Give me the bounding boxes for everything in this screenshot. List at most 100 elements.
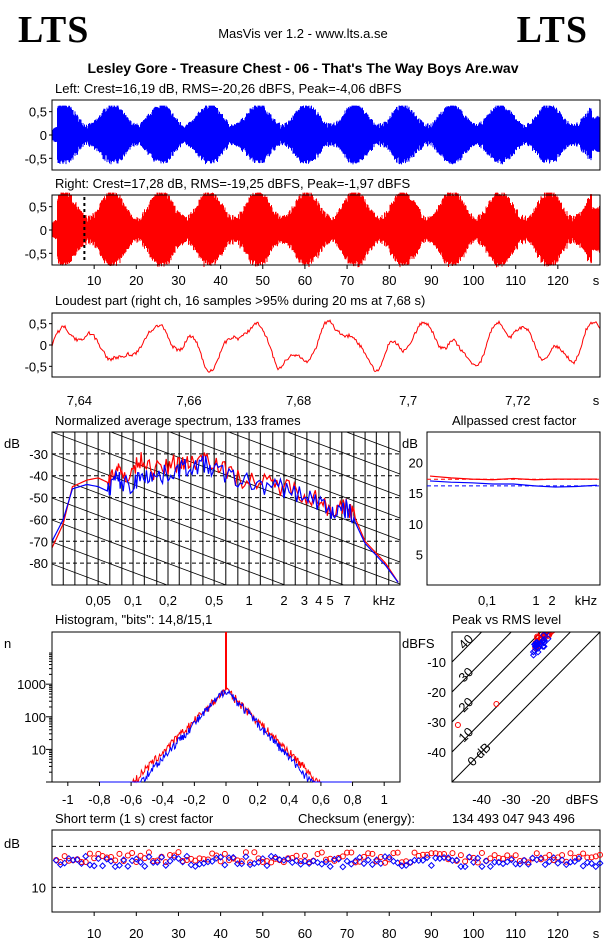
short-term-left-point bbox=[457, 863, 465, 871]
short-term-left-point bbox=[478, 863, 486, 871]
peak-rms-right-point bbox=[549, 632, 556, 634]
short-term-right-point bbox=[567, 850, 574, 857]
histogram-xtick: -1 bbox=[62, 792, 74, 807]
short-term-right-point bbox=[546, 851, 553, 858]
short-term-right-point bbox=[234, 857, 241, 864]
short-term-xtick: 50 bbox=[256, 926, 270, 941]
short-term-right-point bbox=[390, 850, 397, 857]
short-term-left-point bbox=[402, 861, 410, 869]
short-term-right-point bbox=[525, 859, 532, 866]
short-term-left-point bbox=[364, 856, 372, 864]
short-term-left-point bbox=[448, 856, 456, 865]
right-channel-waveform bbox=[52, 192, 600, 268]
short-term-left-point bbox=[470, 858, 478, 866]
short-term-right-point bbox=[512, 852, 519, 859]
short-term-frame bbox=[51, 829, 601, 913]
short-term-xtick: 80 bbox=[382, 926, 396, 941]
short-term-right-point bbox=[301, 852, 308, 859]
short-term-right-point bbox=[411, 849, 418, 856]
short-term-left-point bbox=[343, 857, 351, 865]
histogram-ytick: 1000 bbox=[17, 677, 46, 692]
short-term-left-point bbox=[90, 862, 98, 870]
peak-rms-diagonal-label: 40 bbox=[455, 631, 476, 652]
short-term-left-point bbox=[516, 860, 524, 868]
short-term-right-point bbox=[344, 849, 351, 856]
short-term-right-point bbox=[365, 850, 372, 857]
short-term-right-point bbox=[377, 853, 384, 860]
short-term-left-point bbox=[566, 858, 575, 866]
short-term-right-point bbox=[369, 850, 376, 857]
left-channel-ytick: 0,5 bbox=[29, 105, 47, 120]
short-term-left-point bbox=[276, 856, 284, 864]
short-term-right-point bbox=[323, 856, 329, 863]
short-term-right-point bbox=[563, 858, 570, 865]
short-term-left-point bbox=[145, 853, 153, 861]
right-channel-xtick: 70 bbox=[340, 273, 354, 288]
short-term-left-point bbox=[507, 856, 516, 864]
short-term-xtick: 20 bbox=[129, 926, 143, 941]
short-term-left-point bbox=[461, 863, 469, 871]
histogram-ytick: 100 bbox=[24, 710, 46, 725]
spectrum-slope-line bbox=[52, 519, 228, 585]
spectrum-xtick: 4 bbox=[315, 593, 322, 608]
loudest-part-title: Loudest part (right ch, 16 samples >95% … bbox=[55, 293, 426, 308]
short-term-right-point bbox=[255, 855, 262, 862]
peak-rms-left-point bbox=[543, 632, 551, 636]
crest-xtick: 1 bbox=[532, 593, 539, 608]
short-term-right-point bbox=[508, 855, 515, 862]
short-term-left-point bbox=[415, 856, 423, 865]
short-term-xtick: 40 bbox=[213, 926, 227, 941]
short-term-left-point bbox=[183, 852, 191, 860]
peak-rms-left-point bbox=[544, 635, 552, 643]
short-term-xtick: 90 bbox=[424, 926, 438, 941]
short-term-left-point bbox=[124, 862, 132, 870]
short-term-left-point bbox=[229, 853, 237, 861]
short-term-ylabel: dB bbox=[4, 836, 20, 851]
right-channel-xtick: 80 bbox=[382, 273, 396, 288]
short-term-left-point bbox=[132, 855, 140, 863]
short-term-left-point bbox=[368, 860, 376, 869]
spectrum-slope-line bbox=[52, 497, 287, 585]
short-term-left-point bbox=[453, 856, 461, 864]
short-term-left-point bbox=[444, 854, 452, 862]
short-term-left-point bbox=[423, 853, 431, 862]
peak-rms-title: Peak vs RMS level bbox=[452, 612, 562, 627]
peak-rms-xtick: -20 bbox=[531, 792, 550, 807]
histogram-ylabel: n bbox=[4, 636, 11, 651]
histogram-ytick: 10 bbox=[32, 742, 46, 757]
short-term-left-point bbox=[550, 854, 558, 862]
short-term-right-point bbox=[491, 852, 498, 859]
spectrum-ytick: -30 bbox=[29, 447, 48, 462]
short-term-left-point bbox=[432, 854, 440, 862]
spectrum-xtick: 0,05 bbox=[86, 593, 111, 608]
peak-rms-right-point bbox=[548, 624, 553, 629]
short-term-right-point bbox=[449, 850, 456, 857]
short-term-right-point bbox=[129, 850, 136, 857]
peak-rms-diagonal bbox=[452, 632, 483, 663]
left-channel-ytick: -0,5 bbox=[25, 151, 47, 166]
short-term-left-point bbox=[318, 860, 326, 868]
spectrum-slope-line bbox=[168, 432, 400, 519]
peak-rms-ylabel: dBFS bbox=[402, 636, 435, 651]
histogram-xtick: 0,4 bbox=[280, 792, 298, 807]
short-term-right-point bbox=[259, 859, 266, 866]
short-term-left-point bbox=[166, 857, 174, 865]
short-term-left-point bbox=[419, 856, 427, 864]
peak-rms-left-point bbox=[540, 632, 548, 639]
short-term-right-point bbox=[167, 852, 174, 859]
short-term-left-point bbox=[588, 859, 596, 867]
short-term-left-point bbox=[406, 858, 414, 866]
short-term-left-point bbox=[94, 855, 102, 863]
short-term-right-point bbox=[238, 858, 245, 865]
short-term-right-point bbox=[204, 856, 211, 863]
peak-rms-left-point bbox=[531, 643, 539, 651]
short-term-xtick: 120 bbox=[547, 926, 569, 941]
loudest-part-ytick: 0,5 bbox=[29, 317, 47, 332]
short-term-right-point bbox=[318, 849, 325, 856]
short-term-left-point bbox=[259, 855, 267, 863]
short-term-right-point bbox=[217, 858, 224, 865]
short-term-right-point bbox=[504, 852, 511, 859]
right-channel-series bbox=[52, 192, 600, 268]
spectrum-xtick: kHz bbox=[373, 593, 395, 608]
